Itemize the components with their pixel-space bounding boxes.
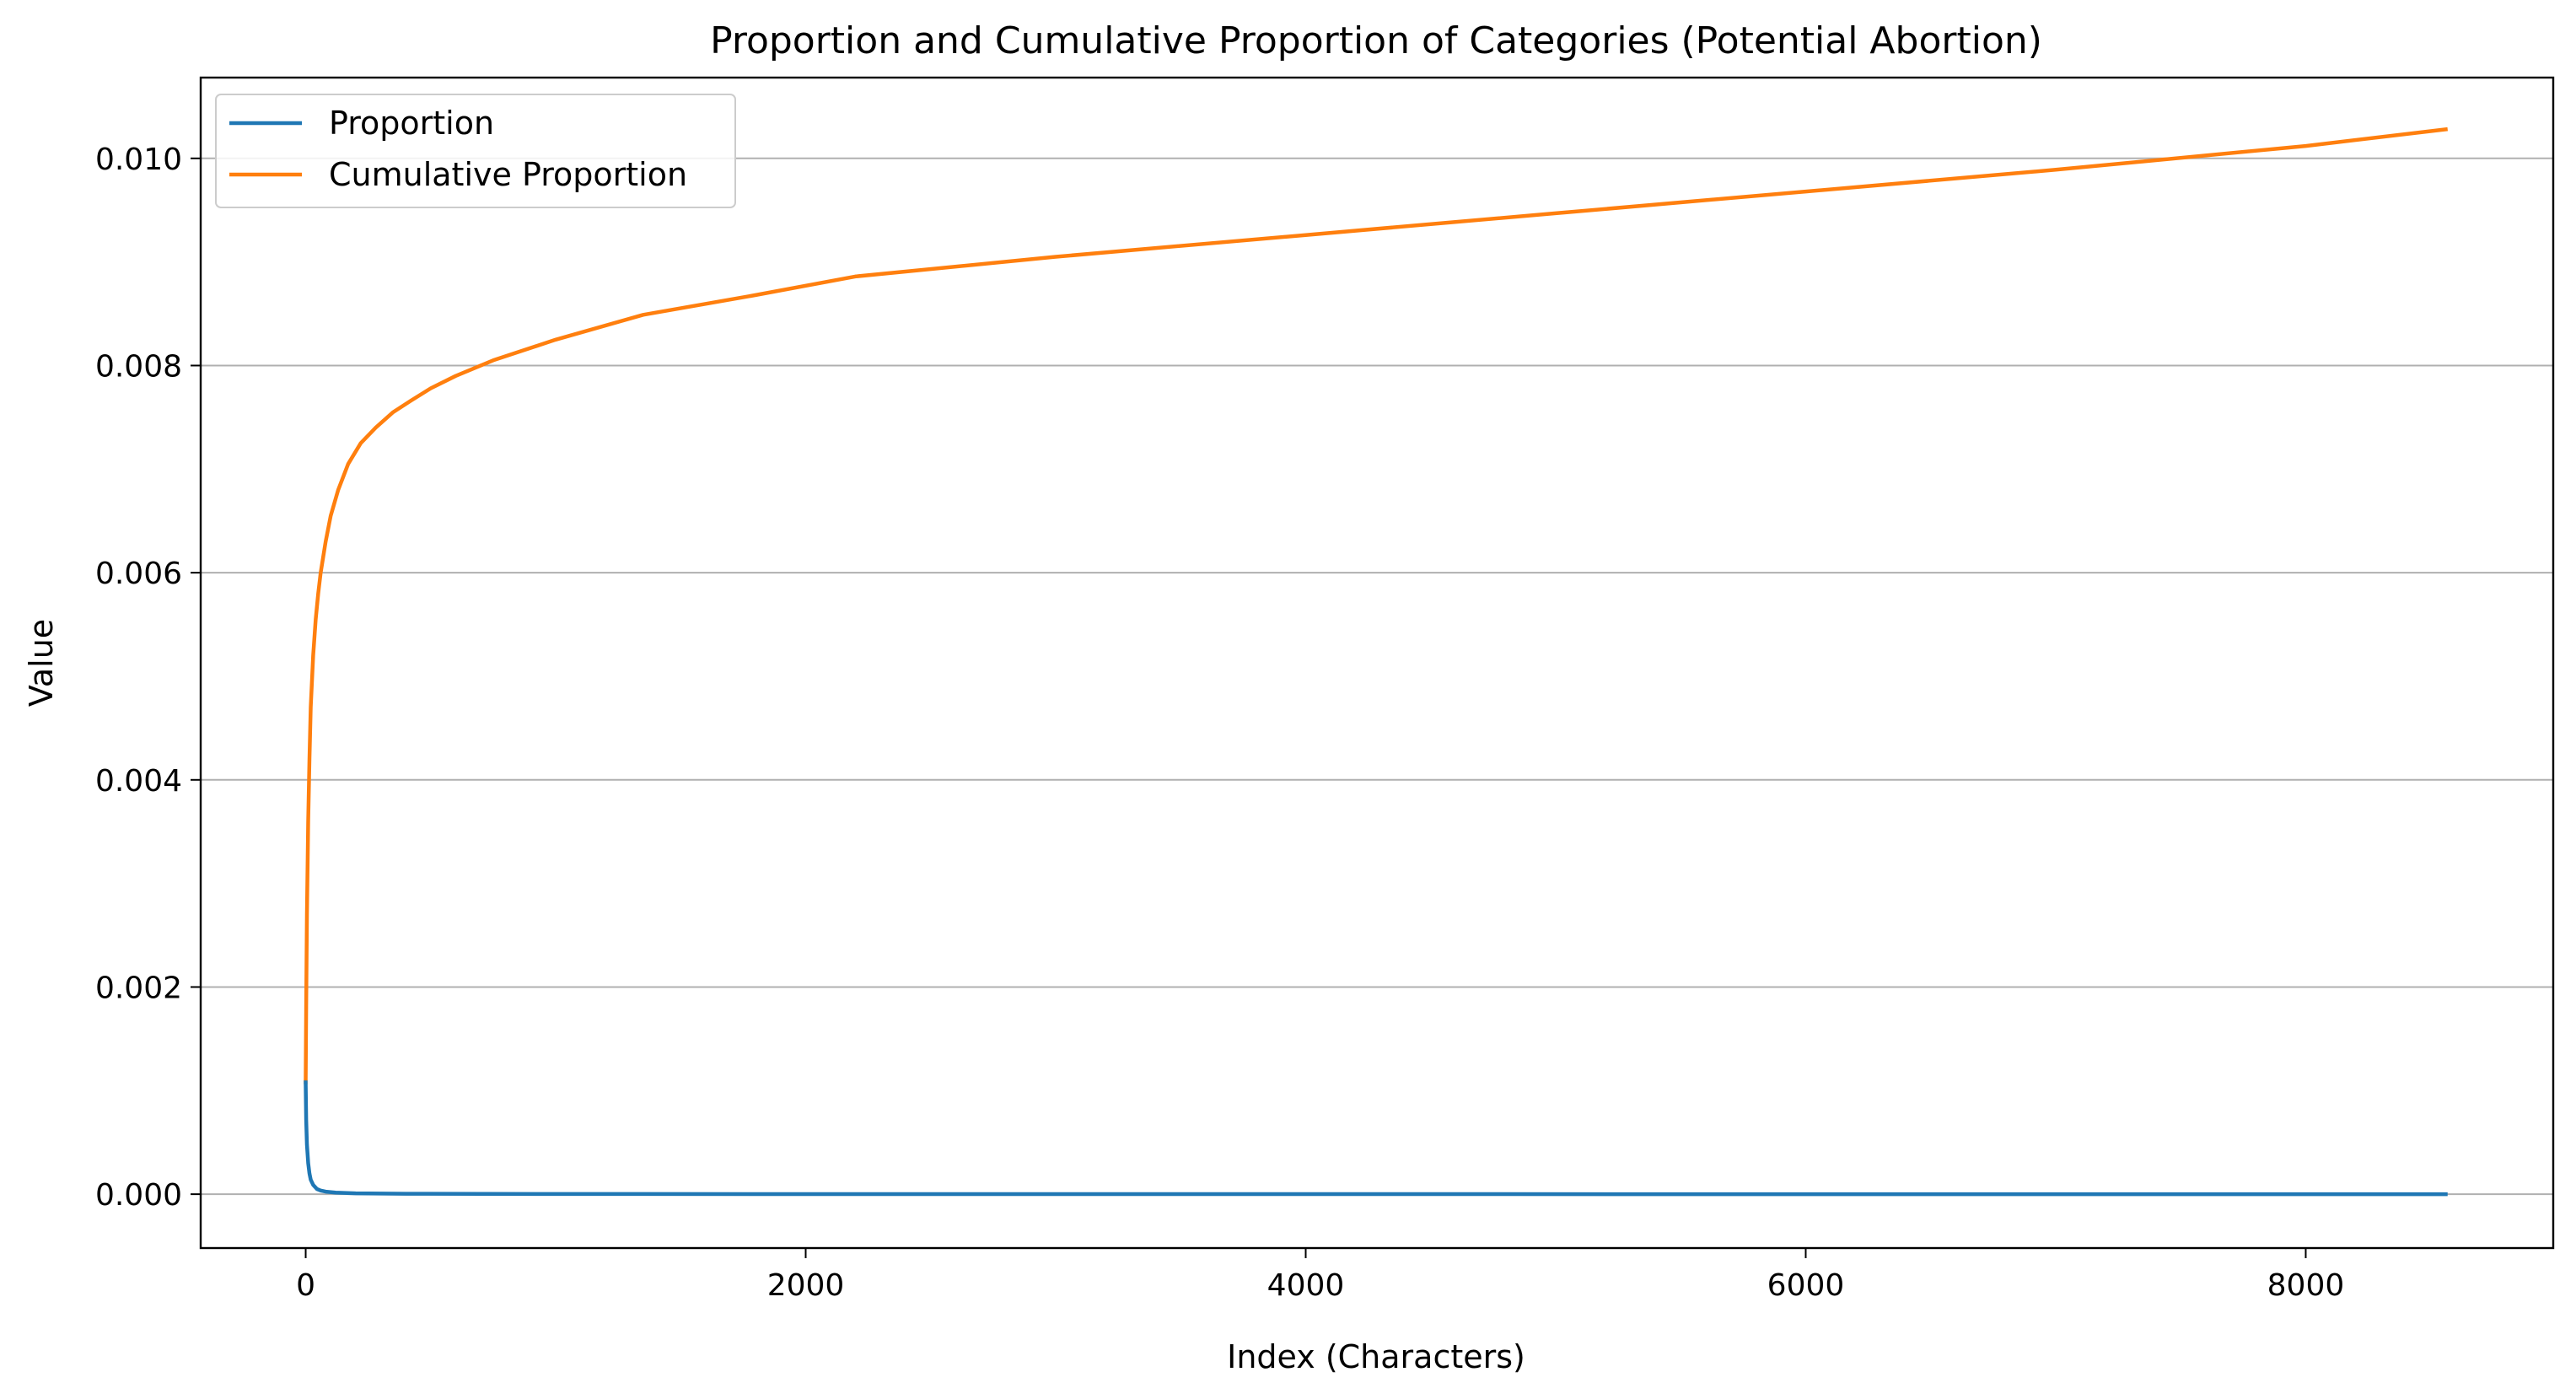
y-tick-label: 0.002	[95, 971, 182, 1005]
legend: Proportion Cumulative Proportion	[215, 94, 736, 208]
x-axis: 0 2000 4000 6000 8000	[296, 1248, 2344, 1303]
y-tick-label: 0.006	[95, 557, 182, 591]
series-layer	[304, 126, 2448, 1197]
legend-box	[215, 94, 736, 208]
legend-label-proportion: Proportion	[329, 105, 494, 142]
series-line-proportion	[304, 1080, 2448, 1197]
chart-title: Proportion and Cumulative Proportion of …	[710, 19, 2042, 62]
plot-frame	[199, 76, 2555, 1250]
series-line-cumulative-proportion	[304, 126, 2448, 1084]
gridlines	[201, 157, 2553, 1196]
x-axis-label: Index (Characters)	[1227, 1338, 1525, 1375]
x-tick-label: 6000	[1767, 1268, 1845, 1303]
legend-label-cumulative-proportion: Cumulative Proportion	[329, 156, 687, 193]
y-tick-label: 0.000	[95, 1178, 182, 1213]
y-tick-label: 0.004	[95, 764, 182, 799]
x-tick-label: 0	[296, 1268, 315, 1303]
x-tick-label: 4000	[1267, 1268, 1345, 1303]
y-tick-label: 0.008	[95, 349, 182, 384]
x-tick-label: 8000	[2267, 1268, 2345, 1303]
y-axis-label: Value	[23, 619, 60, 707]
y-axis: 0.000 0.002 0.004 0.006 0.008 0.010	[95, 143, 201, 1213]
y-tick-label: 0.010	[95, 143, 182, 177]
x-tick-label: 2000	[767, 1268, 845, 1303]
